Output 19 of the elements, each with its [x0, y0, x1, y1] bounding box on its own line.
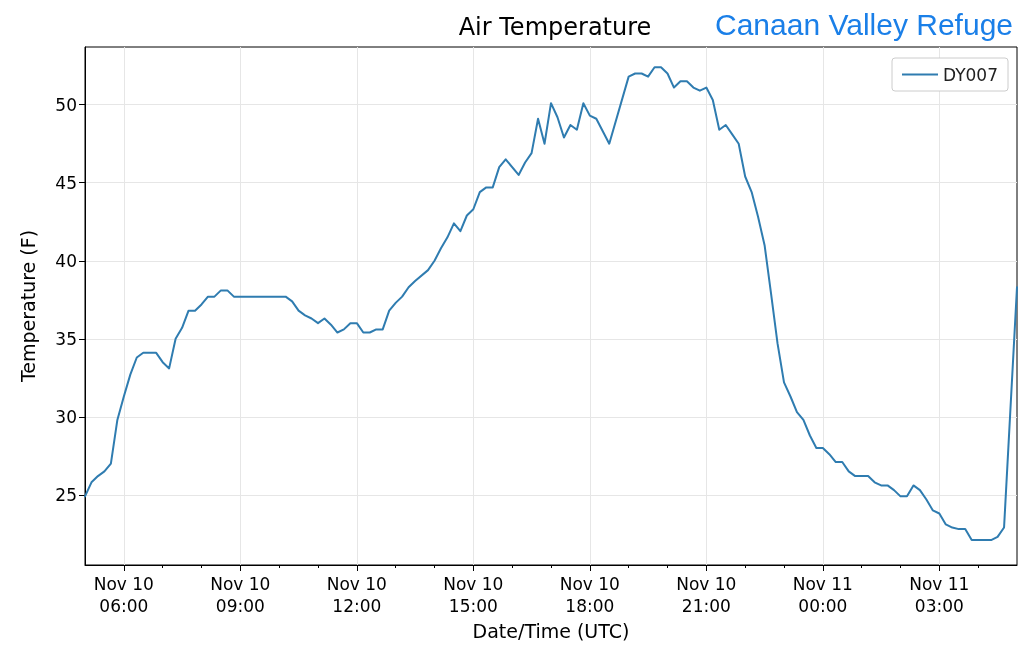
x-tick-label: Nov 11 00:00 [792, 574, 853, 616]
y-axis-title: Temperature (F) [16, 229, 39, 384]
x-tick-label: Nov 11 03:00 [909, 574, 970, 616]
x-tick-label: Nov 10 15:00 [443, 574, 504, 616]
x-tick-label: Nov 10 09:00 [210, 574, 271, 616]
x-tick-label: Nov 10 12:00 [326, 574, 387, 616]
y-tick-label: 45 [55, 172, 77, 193]
chart-subtitle: Canaan Valley Refuge [715, 7, 1014, 41]
legend-label: DY007 [943, 64, 999, 85]
y-tick-label: 40 [55, 250, 77, 271]
y-tick-label: 35 [55, 328, 77, 349]
y-tick-label: 25 [55, 484, 77, 505]
chart-title: Air Temperature [458, 13, 652, 41]
x-tick-label: Nov 10 21:00 [676, 574, 737, 616]
y-tick-label: 30 [55, 406, 77, 427]
x-tick-label: Nov 10 18:00 [559, 574, 620, 616]
y-tick-label: 50 [55, 94, 77, 115]
x-tick-label: Nov 10 06:00 [93, 574, 154, 616]
x-axis-title: Date/Time (UTC) [472, 620, 630, 643]
